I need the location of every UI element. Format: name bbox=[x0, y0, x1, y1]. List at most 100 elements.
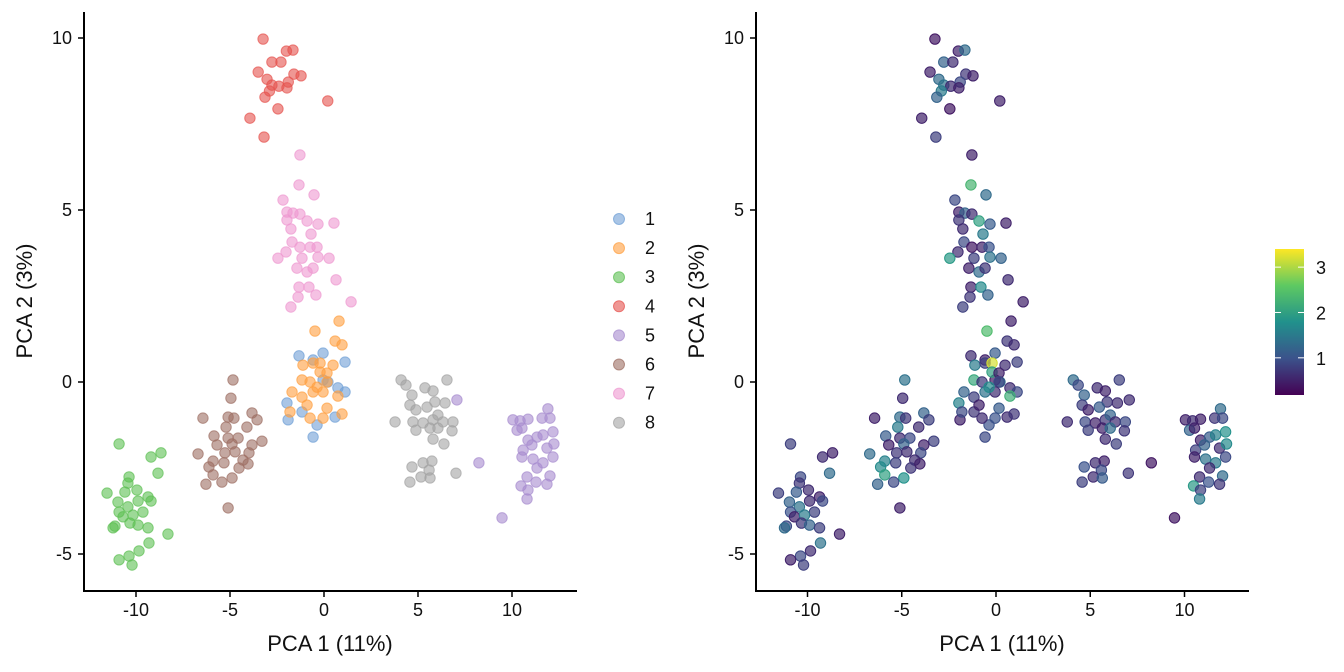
point-cluster-3 bbox=[132, 495, 144, 507]
point-cluster-6 bbox=[228, 412, 240, 424]
point-cluster-3 bbox=[137, 506, 149, 518]
point-cluster-5 bbox=[537, 429, 549, 441]
point-cluster-3 bbox=[131, 484, 143, 496]
point-cluster-3 bbox=[143, 537, 155, 549]
point-cluster-2 bbox=[336, 408, 348, 420]
y-tick-label: 0 bbox=[734, 372, 744, 392]
point-value bbox=[793, 501, 806, 513]
point-value bbox=[1099, 385, 1112, 397]
point-cluster-1 bbox=[339, 356, 351, 368]
point-cluster-2 bbox=[284, 406, 296, 418]
point-cluster-7 bbox=[277, 194, 289, 206]
left-panel-cluster-scatter: -10 -5 0 5 10 -5 0 5 10 PCA 1 (11%) PCA 2 (3%) 1… bbox=[12, 12, 655, 656]
point-value bbox=[1008, 339, 1020, 351]
right-points bbox=[772, 33, 1233, 571]
point-cluster-7 bbox=[285, 301, 297, 313]
x-tick-label: 10 bbox=[502, 600, 522, 620]
point-value bbox=[1219, 426, 1232, 438]
point-value bbox=[980, 189, 992, 201]
point-value bbox=[1213, 478, 1226, 490]
point-cluster-2 bbox=[332, 390, 344, 402]
point-cluster-8 bbox=[424, 472, 436, 484]
point-value bbox=[924, 66, 936, 78]
point-value bbox=[914, 458, 926, 470]
point-cluster-4 bbox=[272, 103, 284, 115]
point-cluster-6 bbox=[218, 457, 230, 469]
point-value bbox=[957, 301, 969, 313]
legend-key-1 bbox=[613, 213, 625, 225]
point-value bbox=[963, 262, 975, 274]
point-value bbox=[883, 439, 895, 451]
point-value bbox=[993, 402, 1005, 414]
point-value bbox=[901, 446, 913, 458]
point-cluster-5 bbox=[542, 403, 554, 415]
x-tick-label: -5 bbox=[894, 600, 910, 620]
point-cluster-3 bbox=[119, 486, 131, 498]
point-cluster-7 bbox=[292, 291, 304, 303]
point-value bbox=[803, 519, 816, 531]
point-cluster-1 bbox=[307, 431, 319, 443]
point-value bbox=[968, 391, 980, 403]
point-value bbox=[797, 559, 810, 571]
point-cluster-2 bbox=[297, 359, 309, 371]
point-cluster-6 bbox=[216, 476, 228, 488]
point-value bbox=[1061, 416, 1073, 428]
x-tick-label: -5 bbox=[222, 600, 238, 620]
legend-key-2 bbox=[613, 242, 625, 255]
point-cluster-8 bbox=[406, 389, 418, 401]
point-cluster-4 bbox=[257, 33, 269, 45]
point-cluster-7 bbox=[323, 252, 335, 264]
point-value bbox=[993, 376, 1005, 388]
point-value bbox=[1203, 462, 1216, 474]
point-cluster-7 bbox=[285, 223, 297, 235]
point-cluster-7 bbox=[280, 246, 292, 258]
x-tick-label: 0 bbox=[991, 600, 1001, 620]
left-x-axis-title: PCA 1 (11%) bbox=[267, 631, 393, 656]
point-cluster-7 bbox=[293, 281, 305, 293]
point-cluster-6 bbox=[243, 447, 255, 459]
point-cluster-6 bbox=[222, 502, 234, 514]
right-y-axis-title: PCA 2 (3%) bbox=[684, 244, 709, 359]
point-cluster-2 bbox=[309, 325, 321, 337]
point-cluster-7 bbox=[330, 274, 342, 286]
point-value bbox=[879, 469, 891, 481]
point-cluster-8 bbox=[432, 422, 444, 434]
point-value bbox=[1104, 422, 1116, 434]
point-value bbox=[931, 91, 943, 103]
point-value bbox=[814, 537, 827, 549]
point-cluster-5 bbox=[496, 512, 508, 524]
point-value bbox=[1078, 389, 1090, 401]
point-cluster-7 bbox=[296, 252, 308, 264]
point-cluster-1 bbox=[317, 347, 329, 359]
legend-label-2: 2 bbox=[645, 238, 655, 258]
point-value bbox=[965, 179, 977, 191]
y-tick-label: 5 bbox=[62, 200, 72, 220]
right-panel-value-scatter: -10 -5 0 5 10 -5 0 5 10 PCA 1 (11%) PCA 2 (3%) 1… bbox=[684, 12, 1326, 656]
y-tick-label: 5 bbox=[734, 200, 744, 220]
point-cluster-6 bbox=[225, 392, 237, 404]
point-value bbox=[784, 438, 797, 450]
point-value bbox=[959, 44, 971, 56]
point-value bbox=[896, 392, 909, 404]
point-value bbox=[1168, 512, 1181, 524]
point-value bbox=[790, 486, 803, 498]
point-value bbox=[982, 289, 994, 301]
legend-label-5: 5 bbox=[645, 325, 655, 345]
point-cluster-3 bbox=[145, 495, 157, 507]
point-value bbox=[898, 472, 910, 484]
point-value bbox=[928, 435, 940, 447]
point-value bbox=[1078, 461, 1090, 473]
point-value bbox=[1072, 379, 1084, 391]
cluster-legend: 1 2 3 4 5 6 7 8 bbox=[613, 209, 655, 433]
x-tick-label: 5 bbox=[413, 600, 423, 620]
point-cluster-6 bbox=[192, 448, 204, 460]
point-cluster-5 bbox=[547, 451, 559, 463]
point-cluster-4 bbox=[252, 66, 264, 78]
point-cluster-8 bbox=[438, 438, 450, 450]
point-value bbox=[1000, 217, 1012, 229]
point-value bbox=[964, 291, 976, 303]
colorbar-tick-label: 1 bbox=[1316, 349, 1326, 369]
point-value bbox=[813, 522, 826, 534]
y-tick-label: 10 bbox=[52, 28, 72, 48]
point-cluster-5 bbox=[516, 422, 528, 434]
